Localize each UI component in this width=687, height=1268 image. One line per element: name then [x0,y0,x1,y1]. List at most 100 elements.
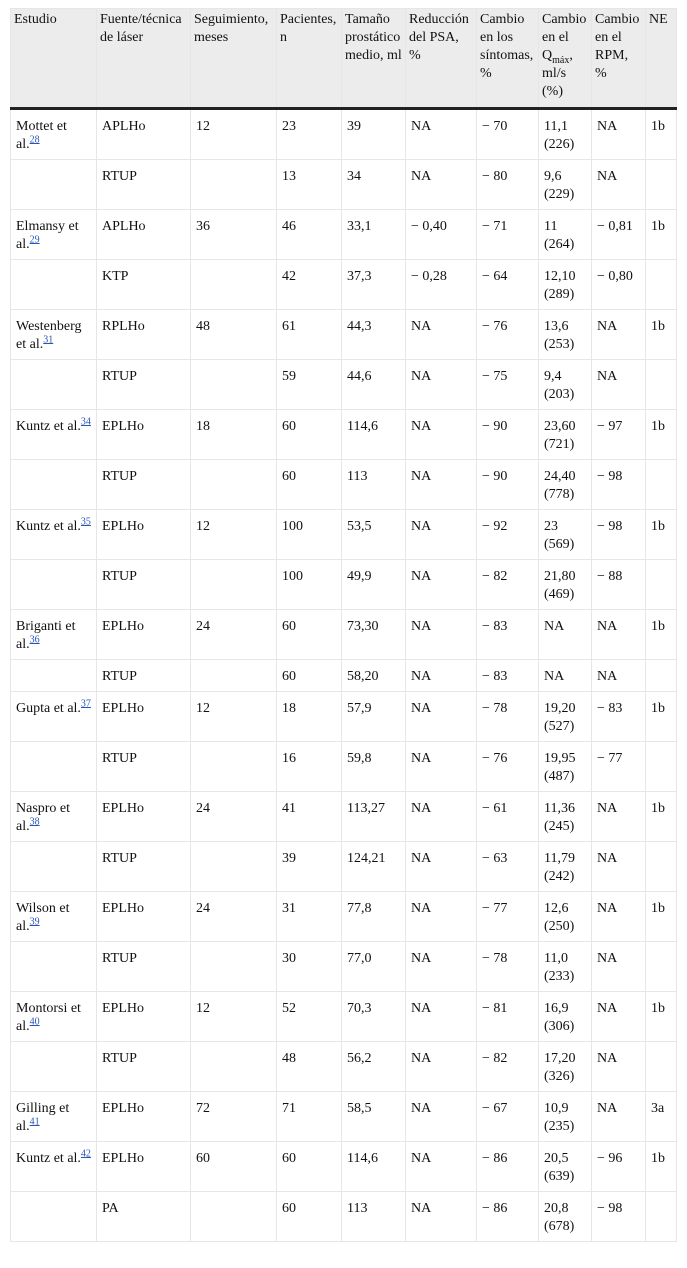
table-cell: NA [405,509,477,560]
table-cell: − 96 [591,1141,646,1192]
table-cell: − 86 [476,1141,539,1192]
column-header: Seguimiento, meses [190,8,277,110]
table-cell: APLHo [96,108,191,160]
table-cell: 1b [645,991,677,1042]
table-cell: 39 [276,841,342,892]
study-cell: Kuntz et al.34 [10,409,97,460]
reference-link[interactable]: 29 [29,234,40,246]
table-cell: NA [405,941,477,992]
table-cell: NA [405,791,477,842]
table-cell: 30 [276,941,342,992]
empty-cell [190,741,277,792]
column-header: Reducción del PSA, % [405,8,477,110]
empty-cell [10,741,97,792]
table-cell: 73,30 [341,609,406,660]
table-cell: 9,4 (203) [538,359,592,410]
table-cell: 114,6 [341,1141,406,1192]
table-cell: 113,27 [341,791,406,842]
table-cell: 41 [276,791,342,842]
column-header: Cambio en el RPM, % [591,8,646,110]
empty-cell [190,659,277,692]
reference-link[interactable]: 40 [29,1016,40,1028]
table-cell: 24,40 (778) [538,459,592,510]
reference-link[interactable]: 37 [80,698,91,710]
table-cell: NA [591,359,646,410]
table-cell: 58,20 [341,659,406,692]
table-cell: 60 [276,1191,342,1242]
reference-link[interactable]: 31 [43,334,54,346]
table-cell: RPLHo [96,309,191,360]
reference: 35 [81,516,91,527]
table-cell: 1b [645,509,677,560]
study-cell: Mottet et al.28 [10,108,97,160]
reference: 29 [30,234,40,245]
table-cell: 37,3 [341,259,406,310]
table-cell: NA [591,659,646,692]
empty-cell [645,459,677,510]
table-row: Wilson et al.39 EPLHo 24 31 77,8 NA − 77 12,6 (… [10,891,677,942]
table-row: Naspro et al.38 EPLHo 24 41 113,27 NA − 61 11,3… [10,791,677,842]
table-cell: 11,79 (242) [538,841,592,892]
table-cell: 1b [645,791,677,842]
reference-link[interactable]: 38 [29,816,40,828]
reference-link[interactable]: 42 [80,1148,91,1160]
table-cell: EPLHo [96,791,191,842]
table-cell: 100 [276,509,342,560]
empty-cell [190,359,277,410]
table-cell: − 98 [591,1191,646,1242]
table-cell: 1b [645,1141,677,1192]
empty-cell [10,259,97,310]
table-cell: RTUP [96,559,191,610]
table-cell: NA [405,1091,477,1142]
table-cell: − 82 [476,1041,539,1092]
table-cell: 20,8 (678) [538,1191,592,1242]
table-cell: 23 (569) [538,509,592,560]
reference-link[interactable]: 41 [29,1116,40,1128]
table-cell: NA [405,841,477,892]
table-row: Gupta et al.37 EPLHo 12 18 57,9 NA − 78 19,20 (… [10,691,677,742]
empty-cell [645,559,677,610]
table-cell: 60 [276,609,342,660]
empty-cell [645,159,677,210]
table-cell: 53,5 [341,509,406,560]
reference: 39 [30,916,40,927]
study-cell: Kuntz et al.42 [10,1141,97,1192]
reference-link[interactable]: 35 [80,516,91,528]
table-cell: − 75 [476,359,539,410]
table-cell: APLHo [96,209,191,260]
table-cell: NA [405,159,477,210]
table-cell: − 77 [476,891,539,942]
reference-link[interactable]: 39 [29,916,40,928]
reference-link[interactable]: 36 [29,634,40,646]
empty-cell [10,659,97,692]
table-cell: NA [591,941,646,992]
table-cell: 21,80 (469) [538,559,592,610]
table-cell: 1b [645,209,677,260]
empty-cell [10,841,97,892]
table-cell: − 88 [591,559,646,610]
table-cell: NA [405,409,477,460]
empty-cell [190,459,277,510]
study-name: Briganti et al. [16,619,76,652]
empty-cell [645,741,677,792]
table-cell: NA [405,1141,477,1192]
table-cell: − 92 [476,509,539,560]
table-cell: − 78 [476,691,539,742]
header-text: Cambio en el Q [542,12,587,63]
table-cell: NA [405,609,477,660]
table-cell: 42 [276,259,342,310]
column-header: Tamaño prostático medio, ml [341,8,406,110]
table-cell: EPLHo [96,409,191,460]
study-name: Kuntz et al. [16,1151,81,1166]
study-name: Kuntz et al. [16,419,81,434]
table-cell: EPLHo [96,1141,191,1192]
table-cell: NA [591,1091,646,1142]
reference-link[interactable]: 28 [29,134,40,146]
table-cell: − 63 [476,841,539,892]
column-header: Estudio [10,8,97,110]
table-cell: 113 [341,1191,406,1242]
table-row: Briganti et al.36 EPLHo 24 60 73,30 NA − 83 NA N… [10,609,677,660]
table-cell: NA [591,841,646,892]
header-row: Estudio Fuente/técnica de láser Seguimient… [10,8,677,110]
reference-link[interactable]: 34 [80,416,91,428]
